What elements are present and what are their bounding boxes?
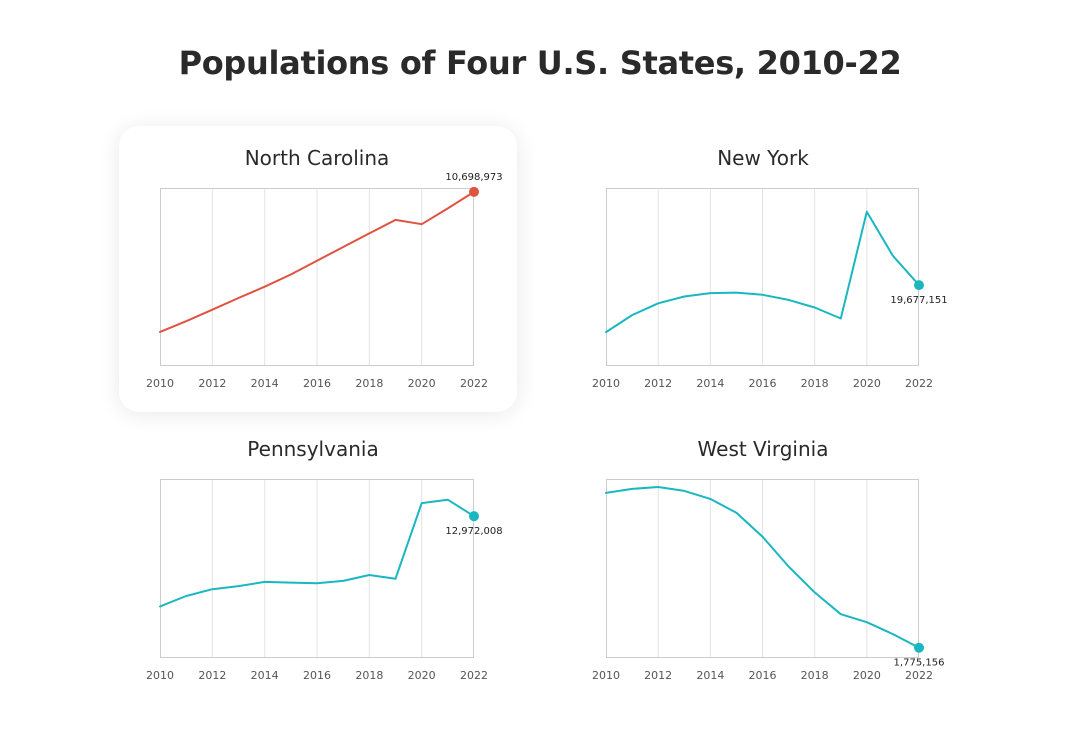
x-tick-label: 2012 [198,377,226,390]
end-value-label: 1,775,156 [894,658,945,669]
end-value-label: 12,972,008 [445,526,502,537]
x-tick-label: 2022 [460,669,488,682]
x-tick-label: 2010 [592,669,620,682]
x-tick-label: 2020 [408,669,436,682]
panel-title-new-york: New York [717,146,809,170]
x-tick-label: 2020 [853,669,881,682]
x-tick-label: 2014 [696,669,724,682]
x-tick-label: 2014 [251,669,279,682]
end-value-label: 10,698,973 [445,172,502,183]
x-tick-label: 2018 [801,669,829,682]
x-tick-label: 2010 [592,377,620,390]
panel-title-north-carolina: North Carolina [244,146,390,170]
series-line [159,190,475,333]
highlight-card [119,126,517,412]
x-tick-label: 2022 [905,669,933,682]
plot-frame [160,188,474,366]
x-tick-label: 2016 [749,669,777,682]
x-tick-label: 2018 [355,377,383,390]
end-point-marker [469,186,479,197]
panel-title-pennsylvania: Pennsylvania [247,437,379,461]
x-tick-label: 2018 [355,669,383,682]
x-tick-label: 2022 [905,377,933,390]
x-tick-label: 2012 [644,669,672,682]
end-point-marker [914,642,924,653]
x-tick-label: 2010 [146,377,174,390]
plot-frame [606,188,919,366]
x-tick-label: 2014 [696,377,724,390]
end-value-label: 19,677,151 [890,295,947,306]
x-tick-label: 2018 [801,377,829,390]
end-point-marker [469,511,479,522]
series-line [159,498,475,608]
x-tick-label: 2016 [749,377,777,390]
chart-pennsylvania: 2010 2012 2014 2016 2018 2020 2022 12,972,008 [146,479,503,682]
x-tick-label: 2012 [198,669,226,682]
end-point-marker [914,280,924,291]
panel-title-west-virginia: West Virginia [697,437,829,461]
chart-title: Populations of Four U.S. States, 2010-22 [178,44,902,82]
chart-north-carolina: 2010 2012 2014 2016 2018 2020 2022 10,698,973 [146,172,503,390]
x-tick-label: 2014 [251,377,279,390]
x-tick-label: 2020 [853,377,881,390]
x-tick-label: 2022 [460,377,488,390]
x-tick-label: 2010 [146,669,174,682]
series-line [605,210,920,334]
x-tick-label: 2012 [644,377,672,390]
x-tick-label: 2020 [408,377,436,390]
plot-frame [160,479,474,658]
x-tick-label: 2016 [303,377,331,390]
chart-new-york: 2010 2012 2014 2016 2018 2020 2022 19,677,151 [592,188,948,390]
series-line [605,486,920,649]
plot-frame [606,479,919,658]
x-tick-label: 2016 [303,669,331,682]
